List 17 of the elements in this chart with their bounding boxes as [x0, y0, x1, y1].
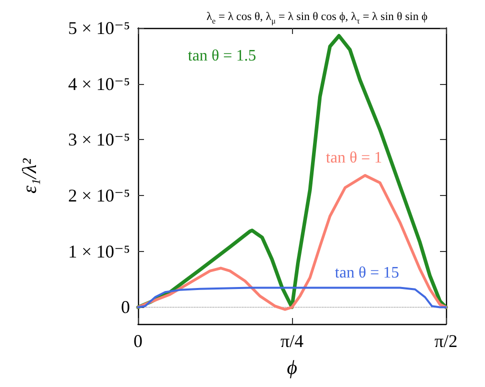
- line-series: [136, 174, 448, 311]
- y-tick-label: 2 × 10⁻⁵: [68, 186, 130, 206]
- x-axis-title: ϕ: [286, 357, 298, 379]
- x-tick-label: π/2: [434, 331, 458, 351]
- x-tick-label: 0: [134, 331, 142, 351]
- y-tick-label: 4 × 10⁻⁵: [68, 74, 130, 94]
- y-tick-label: 5 × 10⁻⁵: [68, 18, 130, 38]
- series-label: tan θ = 15: [334, 264, 400, 282]
- line-series: [137, 286, 447, 308]
- series-label: tan θ = 1: [326, 150, 382, 166]
- y-tick-label: 3 × 10⁻⁵: [68, 130, 130, 150]
- text: tan θ = 1.5: [188, 48, 256, 64]
- y-axis-title: ε₁/λ²: [19, 157, 41, 194]
- y-tick-label: 1 × 10⁻⁵: [68, 241, 130, 262]
- line-series: [136, 34, 448, 310]
- y-tick-label: 0: [121, 297, 130, 318]
- x-tick-label: π/4: [280, 331, 304, 351]
